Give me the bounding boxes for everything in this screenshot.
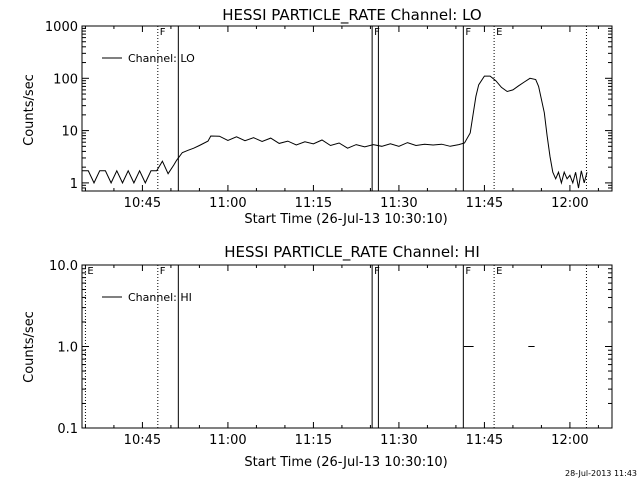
x-tick-label: 12:00 [551, 433, 588, 448]
y-tick-label: 10 [61, 125, 78, 140]
panel-lo-title: HESSI PARTICLE_RATE Channel: LO [222, 6, 481, 25]
x-tick-label: 12:00 [551, 196, 588, 211]
x-tick-label: 10:45 [124, 433, 161, 448]
x-tick-label: 11:00 [209, 433, 246, 448]
legend-label: Channel: LO [128, 52, 195, 65]
plot-frame [81, 25, 613, 192]
panel-lo-ylabel: Counts/sec [22, 74, 37, 146]
series-line [82, 75, 588, 189]
panel-lo-plot: 10:45 11:00 11:15 11:30 11:45 12:00 1 10 100 1000… [45, 20, 613, 211]
footer-timestamp: 28-Jul-2013 11:43 [565, 469, 637, 478]
y-tick-label: 1000 [45, 20, 78, 35]
y-tick-label: 100 [53, 72, 78, 87]
x-tick-label: 11:30 [380, 196, 417, 211]
x-tick-label: 11:45 [466, 433, 503, 448]
x-tick-label: 11:00 [209, 196, 246, 211]
y-tick-label: 1.0 [57, 341, 78, 356]
event-marker-label: F [374, 266, 380, 277]
panel-hi-title: HESSI PARTICLE_RATE Channel: HI [224, 243, 480, 262]
x-tick-label: 11:30 [380, 433, 417, 448]
event-marker-label: F [465, 266, 471, 277]
event-marker-label: F [374, 27, 380, 38]
panel-hi-ylabel: Counts/sec [22, 311, 37, 383]
panel-hi: HESSI PARTICLE_RATE Channel: HI Start Ti… [22, 243, 613, 470]
event-marker-label: F [160, 266, 166, 277]
y-tick-label: 10.0 [49, 259, 78, 274]
event-marker-label: E [496, 266, 502, 277]
legend-label: Channel: HI [128, 291, 192, 304]
event-marker-label: E [496, 27, 502, 38]
event-marker-label: F [160, 27, 166, 38]
panel-hi-plot: 10:45 11:00 11:15 11:30 11:45 12:00 0.1 1.0 10.0… [49, 259, 613, 448]
y-tick-label: 0.1 [57, 422, 78, 437]
x-tick-label: 11:15 [295, 196, 332, 211]
event-marker-label: F [465, 27, 471, 38]
panel-lo-xlabel: Start Time (26-Jul-13 10:30:10) [244, 212, 447, 227]
x-tick-label: 10:45 [124, 196, 161, 211]
y-tick-label: 1 [70, 177, 78, 192]
x-tick-label: 11:15 [295, 433, 332, 448]
panel-lo: HESSI PARTICLE_RATE Channel: LO Start Ti… [22, 6, 613, 227]
x-tick-label: 11:45 [466, 196, 503, 211]
panel-hi-xlabel: Start Time (26-Jul-13 10:30:10) [244, 455, 447, 470]
event-marker-label: E [87, 266, 93, 277]
